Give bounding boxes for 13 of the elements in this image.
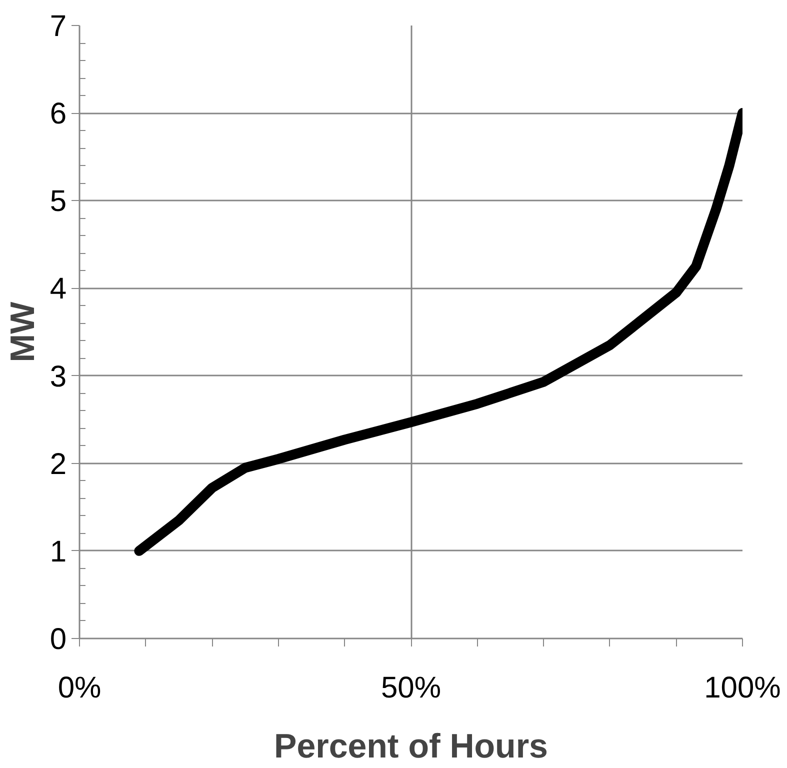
- x-tick-label: 100%: [704, 672, 781, 704]
- y-tick-label: 7: [50, 10, 67, 43]
- x-axis-title: Percent of Hours: [274, 728, 548, 766]
- y-tick-label: 4: [50, 272, 67, 306]
- x-tick-label: 50%: [380, 672, 442, 704]
- y-axis-title: MW: [4, 300, 42, 362]
- y-tick-label: 3: [50, 360, 67, 394]
- y-tick-label: 0: [50, 623, 67, 656]
- x-tick-label: 0%: [58, 672, 102, 704]
- y-tick-label: 1: [50, 535, 67, 568]
- y-tick-label: 2: [50, 448, 67, 481]
- y-tick-label: 5: [50, 185, 67, 218]
- y-tick-label: 6: [50, 98, 67, 131]
